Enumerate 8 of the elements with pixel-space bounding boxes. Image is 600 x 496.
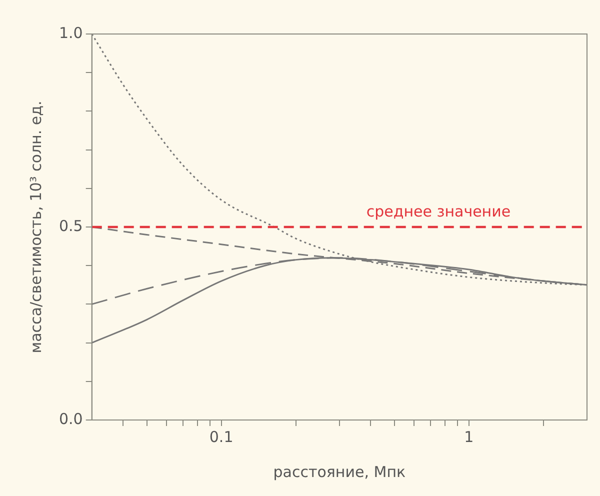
x-tick-label: 1 [464, 428, 474, 446]
y-tick-label: 0.0 [58, 410, 83, 428]
x-axis-title: расстояние, Мпк [273, 462, 406, 481]
x-tick-label: 0.1 [209, 428, 234, 446]
ref-line-label: среднее значение [366, 202, 511, 220]
y-tick-label: 1.0 [58, 24, 83, 42]
y-tick-label: 0.5 [58, 216, 83, 235]
y-axis-title: масса/светимость, 10³ солн. ед. [26, 100, 45, 354]
